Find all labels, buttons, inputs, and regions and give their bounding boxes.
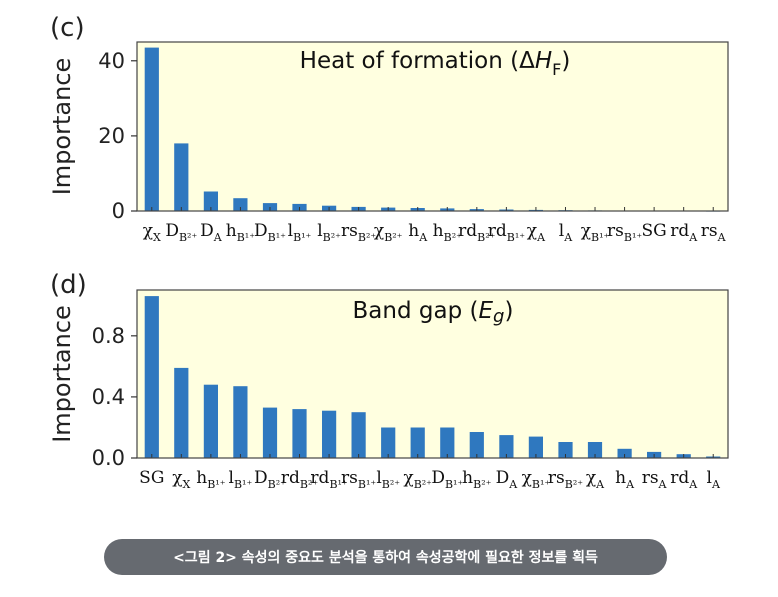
bar bbox=[174, 143, 189, 211]
panel-label: (c) bbox=[50, 13, 85, 43]
bar bbox=[174, 367, 189, 458]
x-tick-label: lA bbox=[559, 221, 573, 244]
x-tick-label: DB²⁺ bbox=[165, 221, 197, 244]
x-tick-label: rsB²⁺ bbox=[548, 468, 583, 491]
bar bbox=[558, 442, 573, 458]
y-tick-label: 0.4 bbox=[92, 385, 125, 409]
bar bbox=[351, 412, 366, 458]
panel-d: SG χX hB¹⁺ lB¹⁺ DB²⁺rdB²⁺rdB¹⁺rsB¹⁺ lB²⁺ χB²⁺ D… bbox=[48, 270, 729, 491]
y-axis-label: Importance bbox=[48, 58, 76, 196]
bar bbox=[440, 427, 455, 458]
x-tick-label: χX bbox=[172, 468, 190, 491]
figure-caption: <그림 2> 속성의 중요도 분석을 통하여 속성공학에 필요한 정보를 획득 bbox=[104, 539, 667, 575]
x-tick-label: χA bbox=[586, 468, 605, 491]
x-tick-label: DA bbox=[496, 468, 519, 491]
bar bbox=[292, 409, 307, 458]
x-tick-label: rsA bbox=[642, 468, 668, 491]
panel-c: χX DB²⁺ DA hB¹⁺DB¹⁺ lB¹⁺ lB²⁺ rsB²⁺χB²⁺ hA hB²⁺r… bbox=[48, 13, 729, 244]
x-tick-label: χA bbox=[527, 221, 546, 244]
bar bbox=[528, 436, 543, 458]
x-tick-label: lB¹⁺ bbox=[229, 468, 253, 491]
bar bbox=[469, 432, 484, 458]
x-tick-label: rdA bbox=[670, 221, 698, 244]
x-tick-label: rdB²⁺ bbox=[281, 468, 319, 491]
x-tick-label: lA bbox=[707, 468, 721, 491]
bar bbox=[233, 198, 248, 211]
y-tick-label: 40 bbox=[98, 49, 125, 73]
bar bbox=[144, 47, 159, 211]
x-tick-label: rdB²⁺ bbox=[458, 221, 496, 244]
x-tick-label: hA bbox=[615, 468, 635, 491]
y-tick-label: 0.8 bbox=[92, 324, 125, 348]
x-tick-label: lB²⁺ bbox=[376, 468, 400, 491]
plot-frame bbox=[136, 41, 729, 212]
bar bbox=[410, 427, 425, 458]
y-axis-label: Importance bbox=[48, 305, 76, 443]
x-tick-label: rsA bbox=[701, 221, 727, 244]
bar bbox=[203, 191, 218, 211]
chart-title: Band gap (Eg) bbox=[353, 298, 514, 327]
x-tick-label: DB²⁺ bbox=[254, 468, 286, 491]
bar bbox=[499, 435, 514, 458]
bar bbox=[322, 410, 337, 458]
x-tick-label: lB²⁺ bbox=[317, 221, 341, 244]
x-tick-label: DA bbox=[200, 221, 223, 244]
x-tick-label: χB²⁺ bbox=[403, 468, 432, 491]
bar bbox=[587, 442, 603, 458]
panel-label: (d) bbox=[50, 270, 87, 300]
x-tick-label: rdB¹⁺ bbox=[310, 468, 348, 491]
x-tick-label: rsB²⁺ bbox=[341, 221, 376, 244]
bar bbox=[262, 407, 278, 458]
x-tick-label: rdB¹⁺ bbox=[488, 221, 526, 244]
x-tick-label: χB¹⁺ bbox=[522, 468, 551, 491]
caption-text: <그림 2> 속성의 중요도 분석을 통하여 속성공학에 필요한 정보를 획득 bbox=[173, 550, 598, 566]
x-tick-label: hB²⁺ bbox=[462, 468, 491, 491]
x-tick-label: hB²⁺ bbox=[433, 221, 462, 244]
bar bbox=[203, 384, 218, 458]
x-tick-label: SG bbox=[139, 468, 164, 488]
x-tick-label: DB¹⁺ bbox=[431, 468, 463, 491]
y-tick-label: 0 bbox=[112, 199, 125, 223]
bar bbox=[381, 427, 396, 458]
bar bbox=[144, 296, 159, 458]
x-tick-label: SG bbox=[641, 221, 666, 241]
chart-title: Heat of formation (ΔHF) bbox=[300, 48, 571, 79]
x-tick-label: hA bbox=[408, 221, 428, 244]
plot-background bbox=[137, 42, 728, 211]
bar bbox=[233, 386, 248, 458]
y-tick-label: 20 bbox=[98, 124, 125, 148]
plot-frame bbox=[136, 289, 729, 459]
x-tick-label: DB¹⁺ bbox=[254, 221, 286, 244]
x-tick-label: rsB¹⁺ bbox=[607, 221, 642, 244]
bar bbox=[617, 448, 632, 458]
x-tick-label: χB¹⁺ bbox=[581, 221, 610, 244]
x-tick-label: lB¹⁺ bbox=[288, 221, 312, 244]
x-tick-label: rsB¹⁺ bbox=[341, 468, 376, 491]
y-tick-label: 0.0 bbox=[92, 446, 125, 470]
x-tick-label: rdA bbox=[670, 468, 698, 491]
x-tick-label: hB¹⁺ bbox=[226, 221, 255, 244]
x-tick-label: χB²⁺ bbox=[374, 221, 403, 244]
x-tick-label: χX bbox=[143, 221, 161, 244]
x-tick-label: hB¹⁺ bbox=[196, 468, 225, 491]
